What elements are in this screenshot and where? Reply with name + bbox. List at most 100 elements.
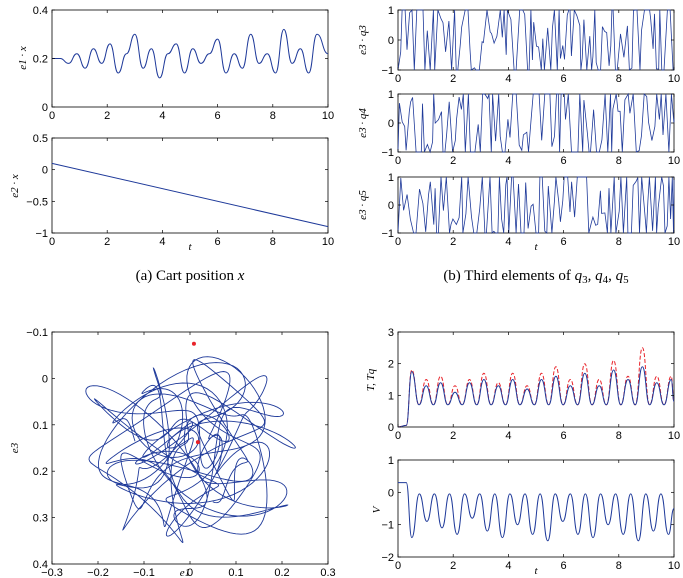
x-tick-label: 4 (159, 110, 165, 122)
x-tick-label: 8 (616, 236, 622, 248)
x-tick-label: 4 (505, 155, 511, 167)
x-tick-label: 0 (395, 73, 401, 85)
x-tick-label: 2 (104, 110, 110, 122)
plot-frame-b2 (397, 93, 675, 153)
xlabel-a2: t (188, 241, 192, 253)
x-tick-label: 8 (616, 560, 622, 572)
plot-frame-a1 (51, 9, 329, 108)
y-tick-label: 0.4 (33, 5, 48, 17)
x-tick-label: 2 (104, 236, 110, 248)
y-tick-label: −0.5 (26, 196, 48, 208)
y-tick-label: −2 (381, 552, 394, 564)
xlabel-d2: t (534, 565, 538, 577)
x-tick-label: 4 (505, 560, 511, 572)
panel-b2: 0 2 4 6 8 10−101 e3 · q4 (357, 89, 680, 167)
y-tick-label: 1 (388, 455, 394, 467)
x-tick-label: 0 (395, 430, 401, 442)
xlabel-b3: t (534, 241, 538, 253)
x-tick-label: 10 (668, 236, 680, 248)
y-tick-label: 0 (388, 422, 394, 434)
panel-a2: 0 2 4 6 8 10 −1 −0.5 0 0.5 e2 · x t (9, 133, 334, 253)
x-tick-label: 10 (668, 73, 680, 85)
ylabel-d2: V (371, 505, 383, 513)
y-tick-label: −1 (35, 228, 48, 240)
x-tick-label: 10 (668, 560, 680, 572)
x-tick-label: 0.2 (274, 567, 289, 578)
ylabel-c: e3 (9, 442, 21, 453)
xlabel-c: e1 (180, 567, 190, 578)
x-tick-label: 6 (561, 560, 567, 572)
y-tick-label: 0 (42, 373, 48, 385)
trajectory-marker (195, 440, 200, 445)
y-tick-label: −0.1 (26, 327, 48, 339)
ylabel-d1: T, Tq (365, 368, 377, 391)
y-tick-label: 0 (42, 165, 48, 177)
y-tick-label: −1 (381, 520, 394, 532)
x-tick-label: 0 (187, 567, 193, 578)
y-tick-label: 1 (388, 172, 394, 184)
plot-frame-d1 (397, 331, 675, 428)
y-tick-label: −1 (381, 147, 394, 159)
x-tick-label: 6 (215, 110, 221, 122)
y-tick-label: 0.2 (33, 466, 48, 478)
series-line-d1-t (397, 366, 675, 428)
x-tick-label: 8 (616, 73, 622, 85)
x-tick-label: 10 (668, 430, 680, 442)
series-line-a2 (51, 162, 329, 228)
trajectory-marker (191, 341, 196, 346)
caption-b: (b) Third elements of q3, q4, q5 (443, 268, 629, 286)
series-line-b1 (397, 8, 674, 71)
x-tick-label: −0.2 (87, 567, 109, 578)
x-tick-label: 0.3 (320, 567, 335, 578)
x-tick-label: 4 (159, 236, 165, 248)
x-tick-label: −0.3 (41, 567, 63, 578)
x-tick-label: 6 (561, 73, 567, 85)
series-line-d2 (398, 482, 675, 542)
panel-b3: 0 2 4 6 8 10−101 e3 · q5 t (357, 172, 680, 253)
x-tick-label: 8 (616, 430, 622, 442)
x-tick-label: 0 (49, 236, 55, 248)
ylabel-b3: e3 · q5 (357, 190, 369, 220)
series-line-b2 (397, 92, 675, 154)
x-tick-label: 8 (616, 155, 622, 167)
y-tick-label: 0 (388, 200, 394, 212)
ylabel-b1: e3 · q3 (357, 25, 369, 55)
trajectory-line-c (85, 356, 296, 544)
plot-frame-a2 (51, 137, 329, 234)
y-tick-label: 0 (388, 35, 394, 47)
y-tick-label: −1 (381, 65, 394, 77)
caption-a: (a) Cart position x (136, 268, 245, 284)
x-tick-label: 10 (322, 110, 334, 122)
x-tick-label: 0 (395, 560, 401, 572)
y-tick-label: 0 (388, 118, 394, 130)
y-tick-label: 0.4 (33, 559, 48, 571)
plot-frame-d2 (397, 459, 675, 558)
x-tick-label: 10 (668, 155, 680, 167)
x-tick-label: 2 (450, 155, 456, 167)
y-tick-label: 0 (388, 487, 394, 499)
x-tick-label: 4 (505, 73, 511, 85)
ylabel-b2: e3 · q4 (357, 108, 369, 138)
y-tick-label: −1 (381, 228, 394, 240)
y-tick-label: 0.1 (33, 420, 48, 432)
ylabel-a2: e2 · x (9, 174, 21, 198)
y-tick-label: 1 (388, 390, 394, 402)
y-tick-label: 2 (388, 359, 394, 371)
x-tick-label: 10 (322, 236, 334, 248)
y-tick-label: 1 (388, 89, 394, 101)
panel-d2: 0 2 4 6 8 10 −2 −1 0 1 V t (371, 455, 680, 577)
x-tick-label: 6 (561, 236, 567, 248)
x-tick-label: 0.1 (228, 567, 243, 578)
x-tick-label: 0 (49, 110, 55, 122)
x-tick-label: 6 (215, 236, 221, 248)
panel-d1: 0 2 4 6 8 10 0 1 2 3 T, Tq (365, 327, 680, 442)
panel-a1: 0 2 4 6 8 10 0 0.2 0.4 e1 · x (17, 5, 334, 122)
x-tick-label: 2 (450, 236, 456, 248)
x-tick-label: 8 (270, 236, 276, 248)
x-tick-label: 2 (450, 560, 456, 572)
series-line-a1 (52, 28, 329, 79)
x-tick-label: 4 (505, 430, 511, 442)
x-tick-label: 6 (561, 155, 567, 167)
x-tick-label: 6 (561, 430, 567, 442)
